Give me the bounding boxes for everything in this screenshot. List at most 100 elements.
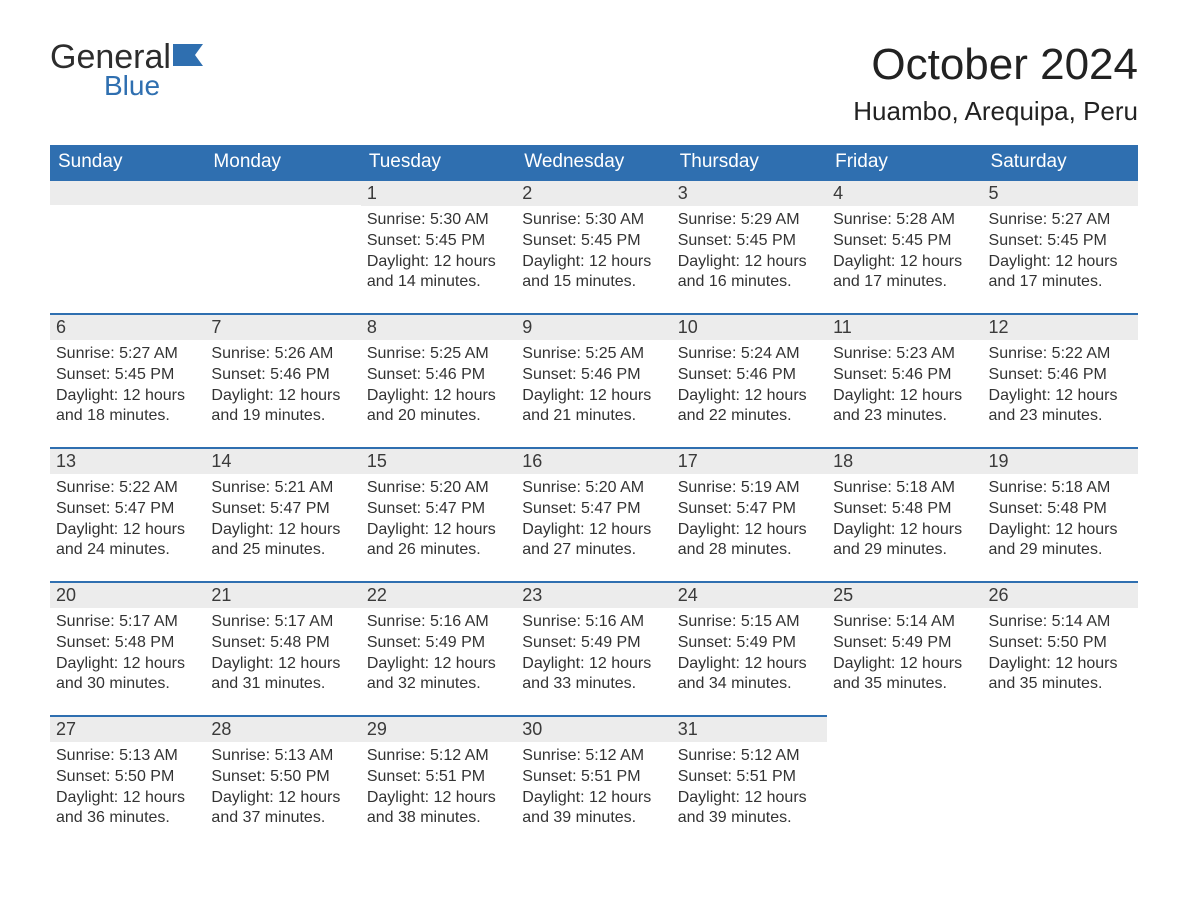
daylight-line: Daylight: 12 hours and 30 minutes.	[56, 654, 199, 696]
calendar-week-row: 13Sunrise: 5:22 AMSunset: 5:47 PMDayligh…	[50, 447, 1138, 581]
calendar-day-cell: 6Sunrise: 5:27 AMSunset: 5:45 PMDaylight…	[50, 313, 205, 447]
sunrise-line: Sunrise: 5:16 AM	[522, 612, 665, 633]
sunset-line: Sunset: 5:47 PM	[211, 499, 354, 520]
day-content: Sunrise: 5:27 AMSunset: 5:45 PMDaylight:…	[983, 206, 1138, 301]
day-content: Sunrise: 5:24 AMSunset: 5:46 PMDaylight:…	[672, 340, 827, 435]
empty-day-header	[50, 179, 205, 205]
daylight-line: Daylight: 12 hours and 23 minutes.	[989, 386, 1132, 428]
sunset-line: Sunset: 5:45 PM	[56, 365, 199, 386]
day-content: Sunrise: 5:25 AMSunset: 5:46 PMDaylight:…	[361, 340, 516, 435]
day-number: 24	[672, 581, 827, 608]
sunrise-line: Sunrise: 5:12 AM	[678, 746, 821, 767]
calendar-day-cell: 27Sunrise: 5:13 AMSunset: 5:50 PMDayligh…	[50, 715, 205, 849]
day-content: Sunrise: 5:17 AMSunset: 5:48 PMDaylight:…	[50, 608, 205, 703]
sunrise-line: Sunrise: 5:30 AM	[522, 210, 665, 231]
sunrise-line: Sunrise: 5:17 AM	[56, 612, 199, 633]
calendar-week-row: 1Sunrise: 5:30 AMSunset: 5:45 PMDaylight…	[50, 179, 1138, 313]
day-number: 6	[50, 313, 205, 340]
sunset-line: Sunset: 5:49 PM	[833, 633, 976, 654]
daylight-line: Daylight: 12 hours and 17 minutes.	[989, 252, 1132, 294]
sunrise-line: Sunrise: 5:23 AM	[833, 344, 976, 365]
calendar-week-row: 27Sunrise: 5:13 AMSunset: 5:50 PMDayligh…	[50, 715, 1138, 849]
month-title: October 2024	[853, 40, 1138, 90]
sunrise-line: Sunrise: 5:19 AM	[678, 478, 821, 499]
sunset-line: Sunset: 5:45 PM	[989, 231, 1132, 252]
daylight-line: Daylight: 12 hours and 21 minutes.	[522, 386, 665, 428]
calendar-day-cell: 31Sunrise: 5:12 AMSunset: 5:51 PMDayligh…	[672, 715, 827, 849]
sunrise-line: Sunrise: 5:22 AM	[56, 478, 199, 499]
sunrise-line: Sunrise: 5:18 AM	[833, 478, 976, 499]
daylight-line: Daylight: 12 hours and 29 minutes.	[833, 520, 976, 562]
day-content: Sunrise: 5:30 AMSunset: 5:45 PMDaylight:…	[516, 206, 671, 301]
daylight-line: Daylight: 12 hours and 39 minutes.	[678, 788, 821, 830]
sunrise-line: Sunrise: 5:13 AM	[211, 746, 354, 767]
calendar-day-cell: 22Sunrise: 5:16 AMSunset: 5:49 PMDayligh…	[361, 581, 516, 715]
daylight-line: Daylight: 12 hours and 27 minutes.	[522, 520, 665, 562]
sunrise-line: Sunrise: 5:13 AM	[56, 746, 199, 767]
day-number: 2	[516, 179, 671, 206]
day-number: 28	[205, 715, 360, 742]
day-content: Sunrise: 5:14 AMSunset: 5:49 PMDaylight:…	[827, 608, 982, 703]
calendar-table: SundayMondayTuesdayWednesdayThursdayFrid…	[50, 145, 1138, 849]
day-number: 5	[983, 179, 1138, 206]
header: General Blue October 2024 Huambo, Arequi…	[50, 40, 1138, 137]
sunrise-line: Sunrise: 5:22 AM	[989, 344, 1132, 365]
calendar-day-cell: 10Sunrise: 5:24 AMSunset: 5:46 PMDayligh…	[672, 313, 827, 447]
location-subtitle: Huambo, Arequipa, Peru	[853, 96, 1138, 127]
weekday-header: Monday	[205, 145, 360, 179]
day-content: Sunrise: 5:12 AMSunset: 5:51 PMDaylight:…	[672, 742, 827, 837]
weekday-header: Saturday	[983, 145, 1138, 179]
sunset-line: Sunset: 5:46 PM	[678, 365, 821, 386]
calendar-day-cell: 14Sunrise: 5:21 AMSunset: 5:47 PMDayligh…	[205, 447, 360, 581]
day-number: 19	[983, 447, 1138, 474]
day-content: Sunrise: 5:15 AMSunset: 5:49 PMDaylight:…	[672, 608, 827, 703]
sunset-line: Sunset: 5:49 PM	[678, 633, 821, 654]
sunset-line: Sunset: 5:50 PM	[211, 767, 354, 788]
day-number: 21	[205, 581, 360, 608]
sunset-line: Sunset: 5:48 PM	[989, 499, 1132, 520]
sunrise-line: Sunrise: 5:29 AM	[678, 210, 821, 231]
day-content: Sunrise: 5:18 AMSunset: 5:48 PMDaylight:…	[983, 474, 1138, 569]
daylight-line: Daylight: 12 hours and 29 minutes.	[989, 520, 1132, 562]
sunset-line: Sunset: 5:48 PM	[211, 633, 354, 654]
sunset-line: Sunset: 5:45 PM	[522, 231, 665, 252]
sunrise-line: Sunrise: 5:30 AM	[367, 210, 510, 231]
sunset-line: Sunset: 5:51 PM	[367, 767, 510, 788]
day-number: 13	[50, 447, 205, 474]
day-content: Sunrise: 5:19 AMSunset: 5:47 PMDaylight:…	[672, 474, 827, 569]
sunrise-line: Sunrise: 5:14 AM	[833, 612, 976, 633]
day-content: Sunrise: 5:27 AMSunset: 5:45 PMDaylight:…	[50, 340, 205, 435]
daylight-line: Daylight: 12 hours and 25 minutes.	[211, 520, 354, 562]
calendar-day-cell: 19Sunrise: 5:18 AMSunset: 5:48 PMDayligh…	[983, 447, 1138, 581]
calendar-body: 1Sunrise: 5:30 AMSunset: 5:45 PMDaylight…	[50, 179, 1138, 849]
calendar-week-row: 20Sunrise: 5:17 AMSunset: 5:48 PMDayligh…	[50, 581, 1138, 715]
sunset-line: Sunset: 5:46 PM	[833, 365, 976, 386]
calendar-day-cell: 2Sunrise: 5:30 AMSunset: 5:45 PMDaylight…	[516, 179, 671, 313]
sunrise-line: Sunrise: 5:26 AM	[211, 344, 354, 365]
calendar-day-cell: 12Sunrise: 5:22 AMSunset: 5:46 PMDayligh…	[983, 313, 1138, 447]
daylight-line: Daylight: 12 hours and 26 minutes.	[367, 520, 510, 562]
calendar-day-cell: 17Sunrise: 5:19 AMSunset: 5:47 PMDayligh…	[672, 447, 827, 581]
calendar-day-cell: 30Sunrise: 5:12 AMSunset: 5:51 PMDayligh…	[516, 715, 671, 849]
sunset-line: Sunset: 5:50 PM	[56, 767, 199, 788]
day-content: Sunrise: 5:16 AMSunset: 5:49 PMDaylight:…	[516, 608, 671, 703]
day-number: 15	[361, 447, 516, 474]
sunset-line: Sunset: 5:46 PM	[211, 365, 354, 386]
sunrise-line: Sunrise: 5:14 AM	[989, 612, 1132, 633]
daylight-line: Daylight: 12 hours and 32 minutes.	[367, 654, 510, 696]
title-block: October 2024 Huambo, Arequipa, Peru	[853, 40, 1138, 137]
calendar-week-row: 6Sunrise: 5:27 AMSunset: 5:45 PMDaylight…	[50, 313, 1138, 447]
weekday-header: Tuesday	[361, 145, 516, 179]
calendar-day-cell: 21Sunrise: 5:17 AMSunset: 5:48 PMDayligh…	[205, 581, 360, 715]
calendar-day-cell: 4Sunrise: 5:28 AMSunset: 5:45 PMDaylight…	[827, 179, 982, 313]
day-content: Sunrise: 5:22 AMSunset: 5:46 PMDaylight:…	[983, 340, 1138, 435]
sunrise-line: Sunrise: 5:28 AM	[833, 210, 976, 231]
day-content: Sunrise: 5:14 AMSunset: 5:50 PMDaylight:…	[983, 608, 1138, 703]
day-number: 11	[827, 313, 982, 340]
day-number: 25	[827, 581, 982, 608]
sunset-line: Sunset: 5:50 PM	[989, 633, 1132, 654]
sunset-line: Sunset: 5:47 PM	[678, 499, 821, 520]
weekday-header: Friday	[827, 145, 982, 179]
calendar-day-cell: 11Sunrise: 5:23 AMSunset: 5:46 PMDayligh…	[827, 313, 982, 447]
sunset-line: Sunset: 5:45 PM	[678, 231, 821, 252]
